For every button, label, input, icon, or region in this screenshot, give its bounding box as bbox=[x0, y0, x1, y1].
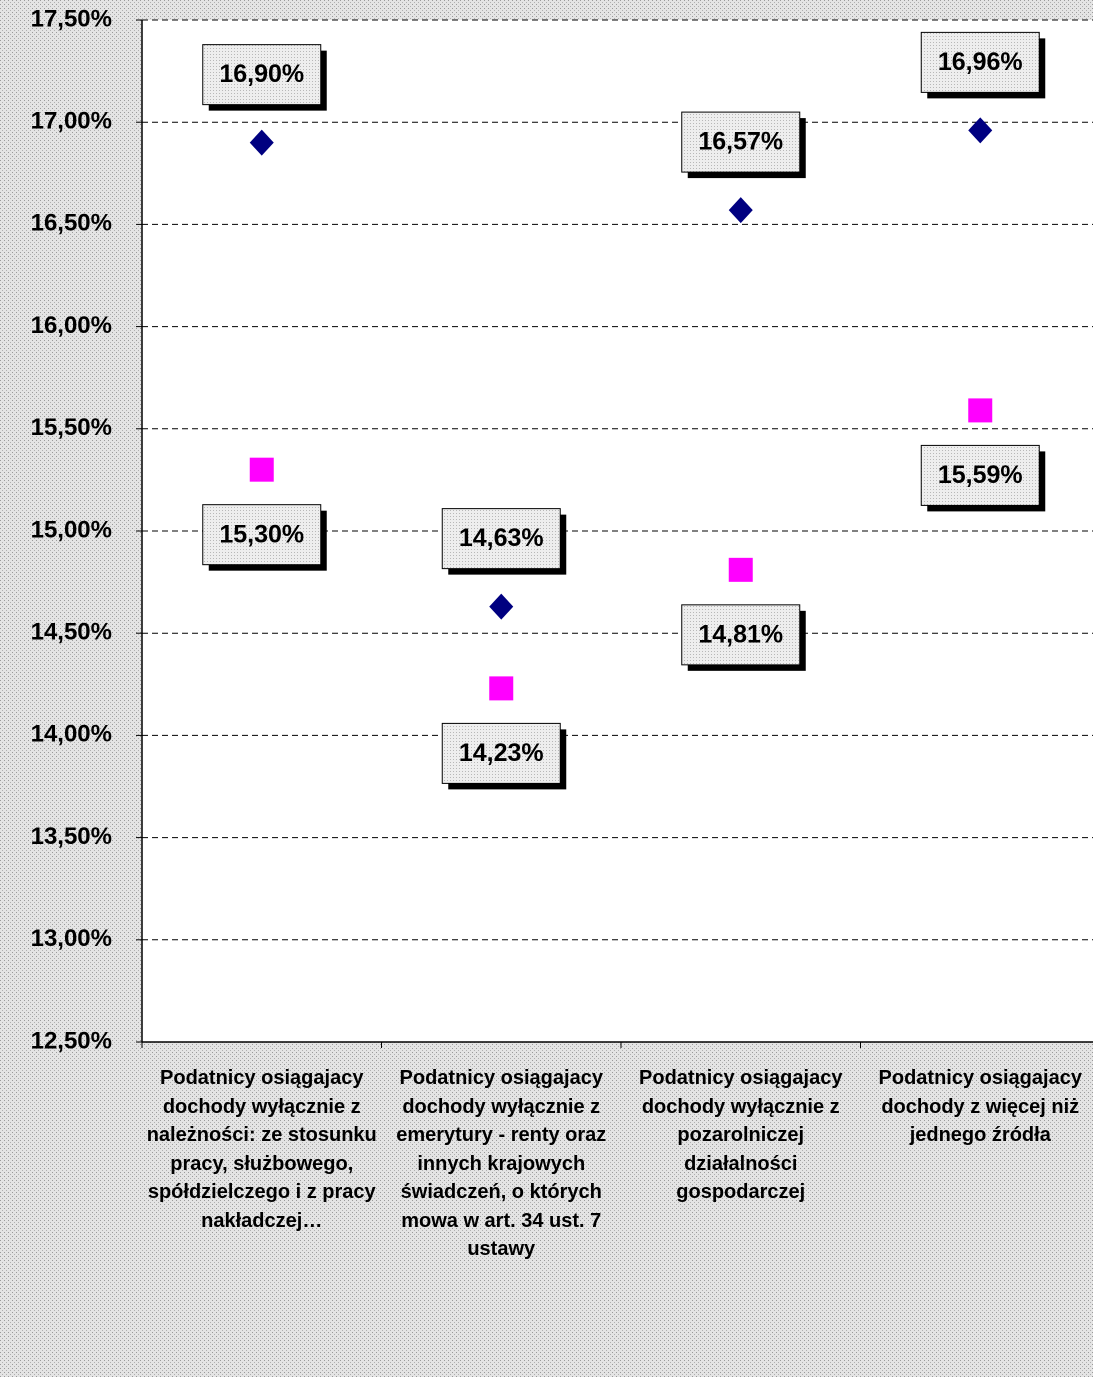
data-label: 15,59% bbox=[938, 461, 1023, 489]
data-label: 16,57% bbox=[698, 128, 783, 156]
label-box bbox=[202, 504, 322, 566]
data-label: 16,90% bbox=[219, 60, 304, 88]
y-tick-label: 16,00% bbox=[31, 312, 112, 339]
y-tick-label: 13,00% bbox=[31, 925, 112, 952]
y-tick-label: 14,50% bbox=[31, 619, 112, 646]
label-box bbox=[681, 111, 801, 173]
label-box bbox=[441, 508, 561, 570]
y-tick-label: 14,00% bbox=[31, 721, 112, 748]
x-tick-label: Podatnicy osiągajacy dochody wyłącznie z… bbox=[396, 1067, 607, 1260]
data-label: 14,81% bbox=[698, 620, 783, 648]
label-box bbox=[681, 604, 801, 666]
point bbox=[728, 197, 753, 224]
x-tick-label: Podatnicy osiągajacy dochody z więcej ni… bbox=[878, 1067, 1082, 1146]
label-box bbox=[920, 444, 1040, 506]
y-tick-label: 15,50% bbox=[31, 414, 112, 441]
point bbox=[489, 593, 514, 620]
point bbox=[968, 117, 993, 144]
data-label: 14,63% bbox=[459, 524, 544, 552]
label-box bbox=[202, 44, 322, 106]
y-tick-label: 17,50% bbox=[31, 5, 112, 32]
y-tick-label: 16,50% bbox=[31, 210, 112, 237]
label-box bbox=[920, 31, 1040, 93]
point bbox=[249, 457, 274, 482]
point bbox=[489, 676, 514, 701]
label-box bbox=[441, 722, 561, 784]
y-tick-label: 15,00% bbox=[31, 516, 112, 543]
point bbox=[968, 398, 993, 423]
data-label: 16,96% bbox=[938, 48, 1023, 76]
data-label: 15,30% bbox=[219, 520, 304, 548]
point bbox=[728, 557, 753, 582]
x-tick-label: Podatnicy osiągajacy dochody wyłącznie z… bbox=[146, 1067, 377, 1232]
y-tick-label: 17,00% bbox=[31, 108, 112, 135]
point bbox=[249, 129, 274, 156]
data-label: 14,23% bbox=[459, 739, 544, 767]
x-tick-label: Podatnicy osiągajacy dochody wyłącznie z… bbox=[639, 1067, 843, 1203]
y-tick-label: 13,50% bbox=[31, 823, 112, 850]
y-tick-label: 12,50% bbox=[31, 1027, 112, 1054]
